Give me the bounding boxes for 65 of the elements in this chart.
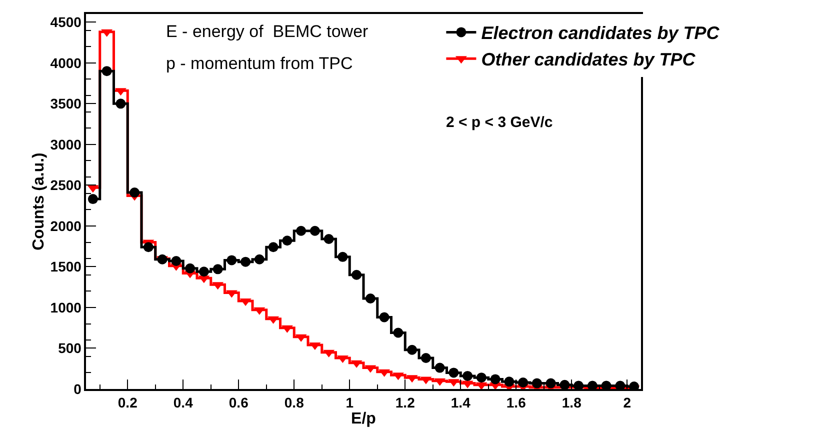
point <box>518 377 528 388</box>
point <box>490 374 500 384</box>
point <box>185 263 196 274</box>
y-tick-label: 0 <box>74 380 82 397</box>
point <box>574 380 584 389</box>
y-tick-label: 4500 <box>50 14 82 30</box>
y-tick-label: 4000 <box>50 54 82 71</box>
point <box>296 226 306 236</box>
point <box>102 66 112 76</box>
annotation: E - energy of BEMC tower <box>166 22 369 41</box>
legend-label: Electron candidates by TPC <box>481 23 720 44</box>
y-tick-label: 1000 <box>50 299 82 316</box>
point <box>434 362 445 373</box>
x-tick-label: 0.2 <box>118 394 138 411</box>
point <box>615 380 626 389</box>
point <box>171 256 182 266</box>
annotation: 2 < p < 3 GeV/c <box>446 114 553 131</box>
y-tick-label: 3500 <box>50 96 82 112</box>
y-tick-label: 2000 <box>50 218 82 234</box>
point <box>504 376 514 387</box>
point <box>212 264 223 274</box>
x-tick-label: 2 <box>623 394 632 411</box>
point <box>587 380 598 389</box>
point <box>560 380 570 389</box>
x-tick-label: 0.8 <box>284 394 304 411</box>
point <box>532 378 542 388</box>
point <box>268 242 278 252</box>
point <box>338 252 348 262</box>
point <box>462 370 473 381</box>
y-tick-label: 1500 <box>50 258 82 275</box>
y-tick-label: 3000 <box>50 136 82 152</box>
x-tick-label: 0.4 <box>173 394 194 411</box>
point <box>352 270 362 280</box>
point <box>393 328 404 338</box>
point <box>143 242 154 252</box>
point <box>407 344 418 355</box>
x-tick-label: 1.8 <box>562 394 582 411</box>
point <box>310 226 320 236</box>
point <box>324 234 334 244</box>
x-tick-label: 0.6 <box>228 394 249 411</box>
point <box>116 98 126 109</box>
point <box>365 294 376 304</box>
point <box>198 266 209 277</box>
x-tick-label: 1.4 <box>450 394 471 411</box>
point <box>88 194 98 204</box>
point <box>476 372 486 383</box>
point <box>282 236 292 246</box>
point <box>240 256 251 267</box>
point <box>420 353 431 364</box>
legend-label: Other candidates by TPC <box>481 50 696 70</box>
x-tick-label: 1.6 <box>506 394 526 411</box>
y-tick-label: 2500 <box>50 177 82 194</box>
point <box>546 378 556 388</box>
y-axis-title: Counts (a.u.) <box>30 152 48 250</box>
x-tick-label: 1 <box>346 394 354 411</box>
y-tick-label: 500 <box>58 340 82 356</box>
point <box>448 368 459 378</box>
x-axis-title: E/p <box>351 410 376 428</box>
annotation: p - momentum from TPC <box>166 54 353 73</box>
point <box>254 254 264 264</box>
point <box>130 188 140 198</box>
point <box>379 312 390 322</box>
point <box>226 255 237 266</box>
x-tick-label: 1.2 <box>395 394 416 411</box>
point <box>601 380 612 389</box>
